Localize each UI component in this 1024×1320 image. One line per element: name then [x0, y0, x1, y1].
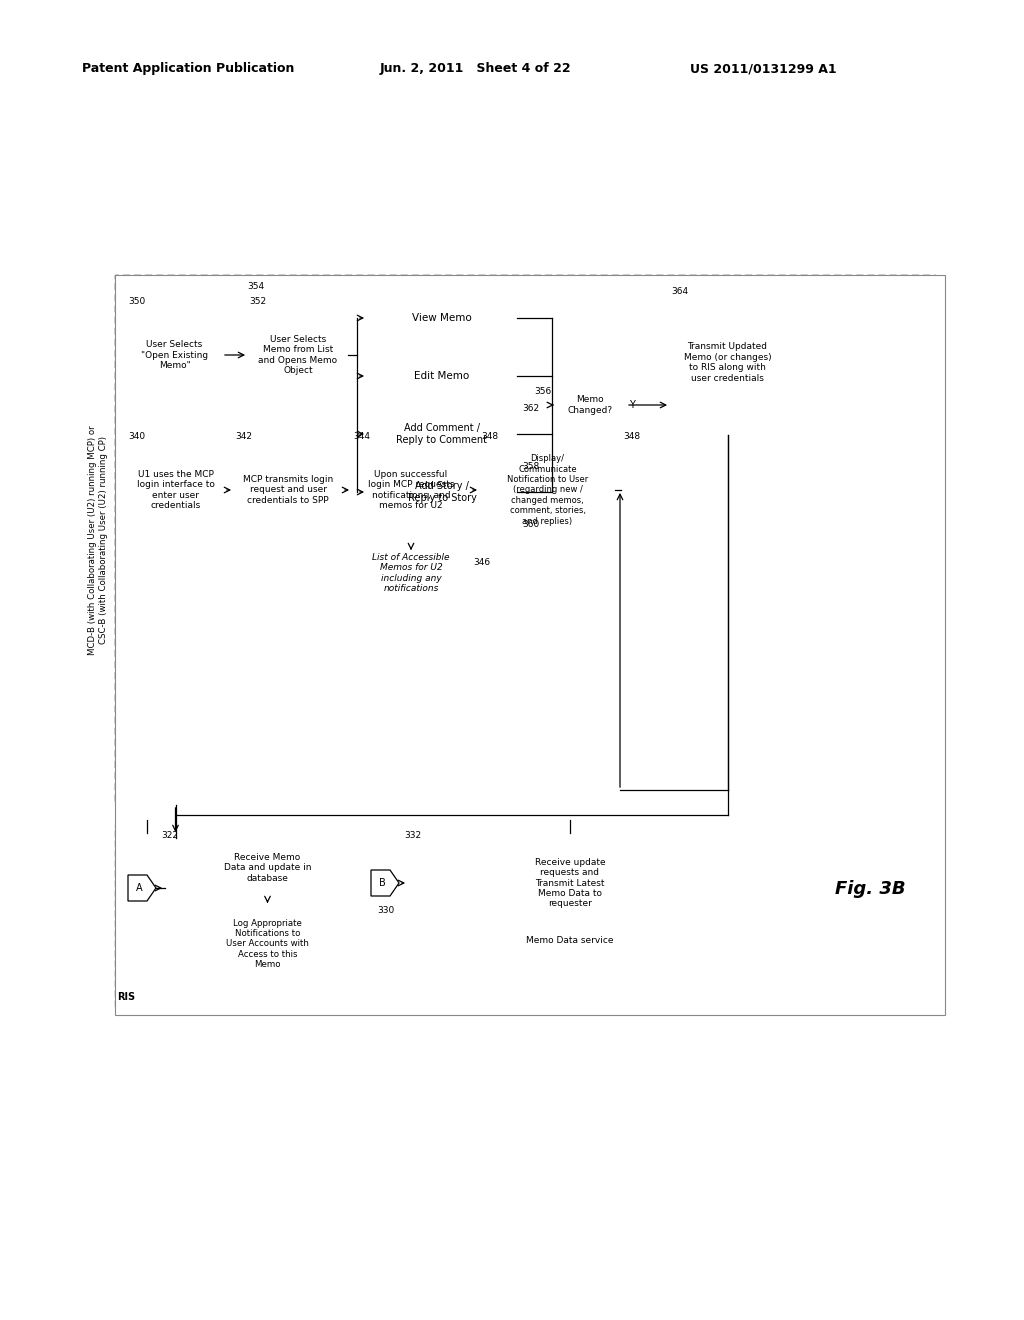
- Text: Display/
Communicate
Notification to User
(regarding new /
changed memos,
commen: Display/ Communicate Notification to Use…: [507, 454, 588, 525]
- Bar: [165, 908, 370, 979]
- Polygon shape: [371, 870, 399, 896]
- Bar: [403, 833, 737, 983]
- Text: Fig. 3B: Fig. 3B: [835, 880, 905, 898]
- Text: User Selects
Memo from List
and Opens Memo
Object: User Selects Memo from List and Opens Me…: [258, 335, 338, 375]
- Bar: [127, 300, 222, 411]
- Bar: [367, 411, 517, 457]
- Text: Transmit Updated
Memo (or changes)
to RIS along with
user credentials: Transmit Updated Memo (or changes) to RI…: [684, 342, 771, 383]
- Text: 350: 350: [128, 297, 145, 306]
- Bar: [165, 838, 370, 898]
- Text: Add Story /
Reply to Story: Add Story / Reply to Story: [408, 482, 476, 503]
- Text: 332: 332: [404, 832, 421, 840]
- Text: 364: 364: [671, 286, 688, 296]
- Text: 358: 358: [522, 462, 540, 471]
- Text: Memo
Changed?: Memo Changed?: [567, 395, 612, 414]
- Text: Receive Memo
Data and update in
database: Receive Memo Data and update in database: [224, 853, 311, 883]
- Bar: [245, 285, 895, 510]
- Bar: [127, 436, 224, 545]
- Text: Jun. 2, 2011   Sheet 4 of 22: Jun. 2, 2011 Sheet 4 of 22: [380, 62, 571, 75]
- Bar: [352, 436, 470, 545]
- Text: 356: 356: [534, 387, 551, 396]
- Bar: [115, 275, 935, 805]
- Bar: [234, 436, 342, 545]
- Text: Log Appropriate
Notifications to
User Accounts with
Access to this
Memo: Log Appropriate Notifications to User Ac…: [226, 919, 309, 969]
- Text: 322: 322: [161, 832, 178, 840]
- Text: 348: 348: [623, 432, 640, 441]
- Text: 362: 362: [522, 404, 539, 413]
- Text: 348: 348: [481, 432, 498, 441]
- Bar: [480, 436, 615, 545]
- Text: Upon successful
login MCP requests
notifications, and
memos for U2: Upon successful login MCP requests notif…: [368, 470, 455, 510]
- Text: MCP transmits login
request and user
credentials to SPP: MCP transmits login request and user cre…: [243, 475, 333, 504]
- Bar: [670, 290, 785, 436]
- Bar: [115, 275, 945, 1015]
- Bar: [367, 352, 517, 399]
- Text: Receive update
requests and
Transmit Latest
Memo Data to
requester: Receive update requests and Transmit Lat…: [535, 858, 605, 908]
- Bar: [248, 300, 348, 411]
- Text: List of Accessible
Memos for U2
including any
notifications: List of Accessible Memos for U2 includin…: [373, 553, 450, 593]
- Bar: [115, 825, 745, 1010]
- Polygon shape: [128, 875, 156, 902]
- Text: US 2011/0131299 A1: US 2011/0131299 A1: [690, 62, 837, 75]
- Text: 354: 354: [247, 282, 264, 290]
- Text: 344: 344: [353, 432, 370, 441]
- Bar: [367, 469, 517, 515]
- Text: U1 uses the MCP
login interface to
enter user
credentials: U1 uses the MCP login interface to enter…: [136, 470, 214, 510]
- Text: 342: 342: [234, 432, 252, 441]
- Bar: [367, 294, 517, 341]
- Text: Memo Data service: Memo Data service: [526, 936, 613, 945]
- Text: RIS: RIS: [117, 993, 135, 1002]
- Text: Add Comment /
Reply to Comment: Add Comment / Reply to Comment: [396, 424, 487, 445]
- Bar: [160, 833, 375, 1002]
- Text: 346: 346: [473, 558, 490, 568]
- Text: 360: 360: [522, 520, 540, 529]
- Text: MCD-B (with Collaborating User (U2) running MCP) or
CSC-B (with Collaborating Us: MCD-B (with Collaborating User (U2) runn…: [88, 425, 108, 655]
- Text: Patent Application Publication: Patent Application Publication: [82, 62, 294, 75]
- Text: Y: Y: [629, 400, 635, 411]
- Text: User Selects
"Open Existing
Memo": User Selects "Open Existing Memo": [141, 341, 208, 370]
- Text: View Memo: View Memo: [412, 313, 472, 323]
- Text: Edit Memo: Edit Memo: [415, 371, 470, 381]
- Polygon shape: [554, 376, 626, 434]
- Text: 340: 340: [128, 432, 145, 441]
- Text: A: A: [136, 883, 142, 894]
- Text: 330: 330: [377, 906, 394, 915]
- Bar: [408, 838, 732, 928]
- Text: B: B: [379, 878, 385, 888]
- Text: 352: 352: [249, 297, 266, 306]
